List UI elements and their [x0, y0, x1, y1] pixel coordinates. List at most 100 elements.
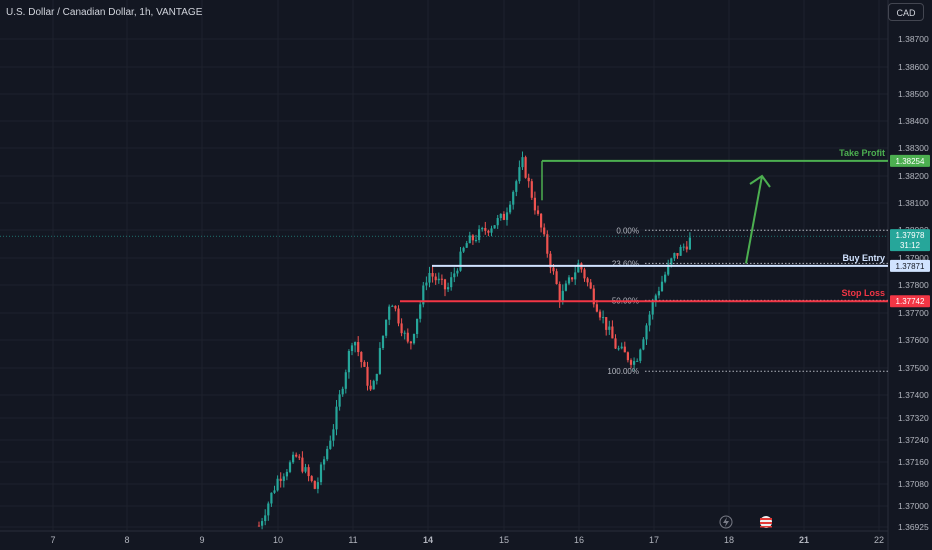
- candle: [657, 286, 660, 299]
- candle: [354, 341, 357, 353]
- candle: [264, 509, 267, 526]
- candle-body: [667, 264, 670, 275]
- candle: [338, 390, 341, 411]
- candle-body: [657, 291, 660, 296]
- candle-body: [332, 429, 335, 441]
- candle: [292, 451, 295, 464]
- candle-body: [639, 349, 642, 361]
- y-tick-label: 1.37600: [898, 335, 929, 345]
- candle-body: [571, 277, 574, 280]
- candle: [369, 379, 372, 391]
- candle-body: [654, 295, 657, 302]
- candle: [471, 234, 474, 245]
- candle-body: [304, 467, 307, 472]
- candle: [316, 477, 319, 494]
- candle-body: [518, 167, 521, 182]
- candle: [685, 241, 688, 253]
- buy-entry-price-badge: [890, 259, 930, 272]
- candle: [332, 424, 335, 447]
- y-tick-label: 1.37400: [898, 390, 929, 400]
- y-tick-label: 1.37900: [898, 253, 929, 263]
- candle-body: [546, 234, 549, 254]
- candle-body: [478, 229, 481, 240]
- candle: [602, 310, 605, 324]
- candle: [478, 225, 481, 243]
- x-axis: 7 8 9 10 11 14 15 16 17 18 21 22: [0, 530, 888, 545]
- candle-body: [434, 276, 437, 281]
- y-tick-label: 1.38500: [898, 89, 929, 99]
- x-tick-label: 15: [499, 535, 509, 545]
- fib-label: 100.00%: [607, 367, 639, 376]
- candle-body: [357, 342, 360, 353]
- candle-body: [341, 388, 344, 395]
- x-tick-label: 22: [874, 535, 884, 545]
- candle: [450, 271, 453, 291]
- candle: [443, 278, 447, 297]
- candle: [636, 358, 639, 362]
- candle-body: [670, 258, 673, 265]
- candle: [648, 310, 651, 332]
- stop-loss-price-text: 1.37742: [896, 297, 925, 306]
- currency-button[interactable]: CAD: [888, 3, 924, 21]
- candle-body: [397, 308, 400, 324]
- candle-body: [484, 227, 487, 231]
- y-tick-label: 1.38600: [898, 62, 929, 72]
- candle-body: [552, 267, 555, 272]
- candle: [385, 319, 388, 339]
- candle-body: [462, 247, 465, 252]
- us-flag-icon: [760, 516, 772, 528]
- candle: [583, 267, 586, 282]
- x-tick-label: 18: [724, 535, 734, 545]
- candle-body: [502, 213, 505, 220]
- candle-body: [366, 366, 369, 386]
- candle: [527, 173, 530, 188]
- candle-body: [338, 394, 341, 407]
- candle: [453, 267, 456, 283]
- candle-body: [298, 456, 301, 458]
- candle-body: [620, 346, 623, 349]
- candle-body: [369, 385, 372, 390]
- candle: [589, 279, 592, 290]
- candle-body: [577, 263, 580, 273]
- countdown-text: 31:12: [900, 241, 921, 250]
- candle: [592, 285, 595, 308]
- candle-body: [285, 471, 288, 477]
- x-tick-label: 17: [649, 535, 659, 545]
- candle: [394, 305, 397, 312]
- candle: [298, 454, 301, 461]
- candle-body: [645, 325, 648, 340]
- candle-body: [307, 467, 310, 477]
- candle-body: [471, 235, 474, 241]
- candle: [667, 259, 670, 276]
- candle: [639, 348, 642, 364]
- candle-body: [608, 326, 611, 330]
- y-tick-label: 1.37800: [898, 280, 929, 290]
- projection-arrow-shaft: [745, 175, 763, 264]
- candle: [319, 462, 323, 486]
- candle: [521, 151, 524, 171]
- candle-body: [264, 515, 267, 522]
- candle-body: [388, 306, 391, 320]
- candle-body: [586, 278, 589, 283]
- candle-body: [270, 492, 273, 504]
- y-tick-label: 1.38200: [898, 171, 929, 181]
- candle-body: [267, 503, 270, 516]
- y-tick-label: 1.37000: [898, 501, 929, 511]
- candle: [496, 214, 499, 229]
- candle-body: [629, 360, 633, 365]
- candle-body: [409, 341, 412, 344]
- candle-body: [676, 253, 679, 256]
- candle-body: [521, 157, 524, 168]
- candle: [375, 373, 378, 385]
- candle: [555, 268, 558, 285]
- candle-body: [540, 213, 543, 228]
- candle: [499, 213, 502, 221]
- y-tick-label: 1.37240: [898, 435, 929, 445]
- candle-body: [456, 270, 459, 274]
- candle: [688, 232, 691, 250]
- candle-body: [323, 459, 326, 465]
- candle-body: [257, 525, 261, 527]
- candle: [509, 201, 512, 215]
- candle: [620, 342, 623, 350]
